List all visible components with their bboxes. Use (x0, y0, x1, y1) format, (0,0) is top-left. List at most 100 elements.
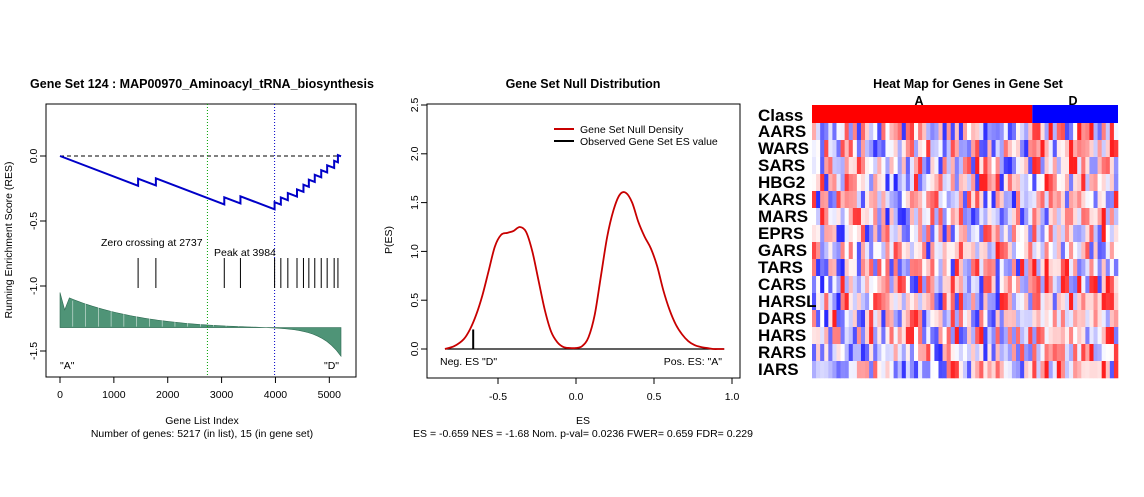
heatmap-cell (897, 327, 903, 345)
heatmap-cell (1044, 225, 1049, 243)
heatmap-cell (889, 276, 894, 294)
heatmap-cell (1056, 259, 1062, 277)
heatmap-cell (889, 225, 894, 243)
ranked-metric-area (59, 292, 342, 358)
heatmap-cell (1040, 123, 1045, 141)
heatmap-cell (1036, 208, 1041, 226)
heatmap-cell (844, 242, 850, 260)
heatmap-cell (975, 310, 980, 328)
heatmap-cell (983, 276, 988, 294)
heatmap-cell (881, 259, 886, 277)
heatmap-cell (848, 293, 854, 311)
heatmap-cell (901, 361, 907, 379)
heatmap-cell (848, 208, 854, 226)
heatmap-cell (1077, 361, 1082, 379)
heatmap-cell (1109, 123, 1115, 141)
heatmap-cell (828, 259, 833, 277)
heatmap-cell (1016, 327, 1021, 345)
heatmap-cell (1093, 140, 1098, 158)
heatmap-cell (1073, 225, 1078, 243)
heatmap-cell (1056, 276, 1062, 294)
heatmap-cell (1052, 225, 1058, 243)
heatmap-cell (983, 259, 988, 277)
heatmap-cell (914, 361, 919, 379)
heatmap-cell (991, 259, 996, 277)
heatmap-cell (1003, 123, 1009, 141)
heatmap-cell (1007, 208, 1013, 226)
heatmap-cell (865, 242, 870, 260)
heatmap-cell (1109, 310, 1115, 328)
heatmap-cell (844, 344, 850, 362)
null-xtick-label: 1.0 (725, 391, 740, 403)
heatmap-cell (926, 140, 931, 158)
heatmap-cell (893, 157, 898, 175)
heatmap-cell (987, 157, 992, 175)
heatmap-cell (816, 123, 821, 141)
heatmap-cell (901, 191, 907, 209)
heatmap-cell (954, 191, 960, 209)
heatmap-cell (967, 276, 972, 294)
heatmap-cell (1016, 157, 1021, 175)
heatmap-cell (873, 123, 878, 141)
heatmap-cell (926, 242, 931, 260)
heatmap-cell (901, 174, 907, 192)
heatmap-cell (1069, 140, 1074, 158)
heatmap-cell (856, 361, 862, 379)
heatmap-cell (1064, 361, 1070, 379)
heatmap-cell (1028, 361, 1033, 379)
heatmap-cell (889, 259, 894, 277)
heatmap-cell (1077, 310, 1082, 328)
heatmap-cell (987, 310, 992, 328)
legend-null-label: Gene Set Null Density (580, 124, 684, 136)
heatmap-cell (987, 276, 992, 294)
heatmap-cell (950, 259, 956, 277)
heatmap-cell (1024, 123, 1029, 141)
heatmap-cell (1056, 361, 1062, 379)
heatmap-cell (1044, 174, 1049, 192)
heatmap-cell (938, 225, 943, 243)
heatmap-cell (869, 140, 874, 158)
heatmap-cell (1064, 310, 1070, 328)
heatmap-cell (938, 191, 943, 209)
heatmap-cell (950, 327, 956, 345)
heatmap-cell (954, 242, 960, 260)
heatmap-cell (1073, 327, 1078, 345)
heatmap-cell (999, 344, 1005, 362)
heatmap-cell (1044, 242, 1049, 260)
heatmap-cell (885, 344, 890, 362)
heatmap-cell (836, 242, 841, 260)
heatmap-cell (942, 140, 947, 158)
heatmap-cell (967, 157, 972, 175)
heatmap-cell (1073, 191, 1078, 209)
heatmap-cell (995, 361, 1000, 379)
heatmap-cell (914, 344, 919, 362)
heatmap-cell (1064, 344, 1070, 362)
heatmap-cell (1056, 327, 1062, 345)
heatmap-cell (832, 225, 837, 243)
heatmap-cell (975, 157, 980, 175)
heatmap-cell (1056, 123, 1062, 141)
heatmap-cell (1060, 191, 1066, 209)
heatmap-cell (971, 361, 976, 379)
heatmap-cell (1089, 293, 1094, 311)
heatmap-cell (1064, 174, 1070, 192)
heatmap-cell (999, 327, 1005, 345)
heatmap-cell (1113, 242, 1119, 260)
heatmap-cell (901, 259, 907, 277)
heatmap-row-label: MARS (758, 207, 808, 226)
heatmap-cell (836, 327, 841, 345)
heatmap-cell (836, 225, 841, 243)
heatmap-cell (889, 157, 894, 175)
heatmap-cell (983, 242, 988, 260)
heatmap-cell (1085, 174, 1090, 192)
heatmap-cell (1044, 276, 1049, 294)
heatmap-cell (812, 310, 817, 328)
heatmap-cell (1097, 327, 1102, 345)
heatmap-cell (922, 208, 927, 226)
heatmap-cell (1077, 208, 1082, 226)
heatmap-cell (1007, 140, 1013, 158)
heatmap-cell (897, 174, 903, 192)
heatmap-cell (873, 208, 878, 226)
heatmap-title: Heat Map for Genes in Gene Set (873, 77, 1063, 91)
heatmap-cell (852, 208, 858, 226)
